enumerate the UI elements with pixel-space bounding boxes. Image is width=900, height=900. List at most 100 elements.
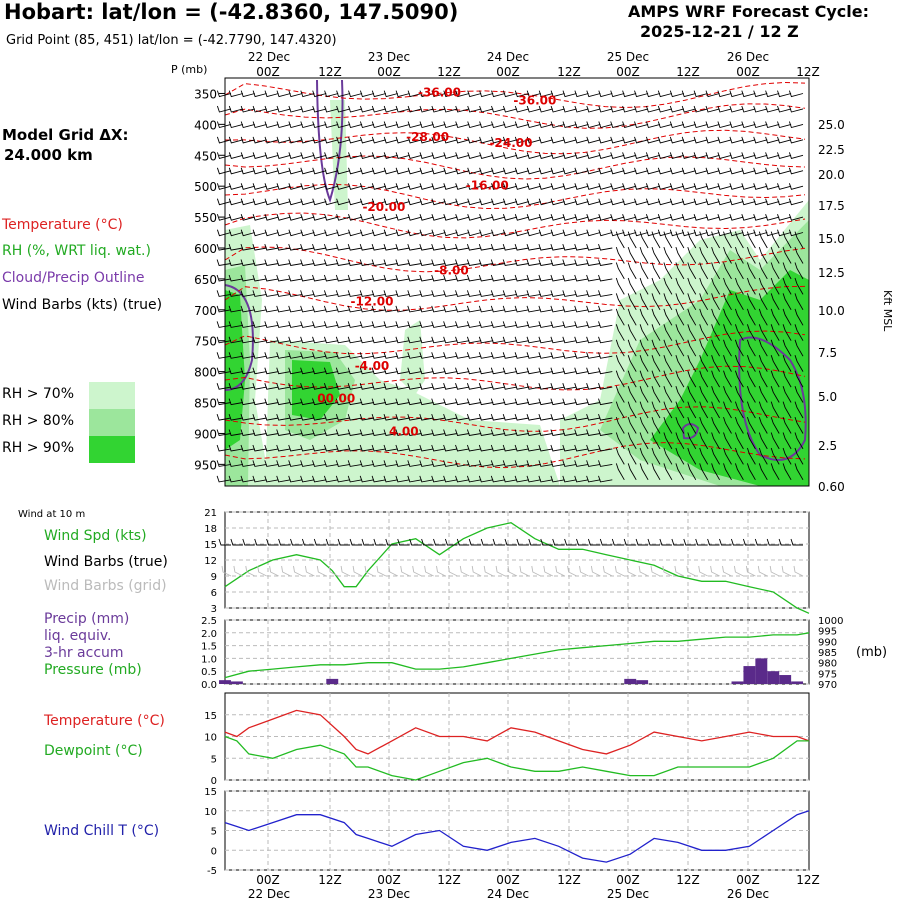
wind-barb xyxy=(675,386,685,403)
wind-barb xyxy=(395,429,410,437)
wind-barb xyxy=(216,136,232,144)
wind-barb xyxy=(538,398,553,406)
wind-barb xyxy=(711,293,720,311)
surface-wind-barb xyxy=(635,538,649,546)
wind-barb xyxy=(252,444,267,452)
wind-barb xyxy=(443,429,458,437)
wind-barb xyxy=(252,290,267,297)
wind-barb xyxy=(228,274,243,282)
wind-barb xyxy=(383,305,398,313)
wind-barb xyxy=(478,336,494,344)
wind-barb xyxy=(252,105,267,113)
wind-barb xyxy=(359,243,375,251)
wind-barb xyxy=(407,183,422,190)
wind-barb xyxy=(312,290,327,297)
wind-barb xyxy=(538,198,553,206)
height-axis-label: Kft MSL xyxy=(881,290,894,332)
wind-barb xyxy=(288,336,303,344)
surface-wind-barb xyxy=(516,538,529,546)
surface-wind-barb xyxy=(707,538,720,546)
wind-barb xyxy=(490,444,506,452)
wind-barb xyxy=(574,429,589,437)
wind-barb xyxy=(574,243,589,251)
wind-barb xyxy=(550,413,565,421)
wind-barb xyxy=(526,198,541,206)
wind-barb xyxy=(288,136,303,144)
wind-barb xyxy=(782,447,792,465)
wind-barb xyxy=(699,308,709,326)
wind-barb xyxy=(663,416,673,434)
wind-barb xyxy=(491,105,506,113)
wind-barb xyxy=(395,90,410,98)
wind-barb xyxy=(574,105,589,113)
wind-barb xyxy=(323,444,339,452)
wind-barb xyxy=(240,398,255,406)
wind-barb xyxy=(526,121,541,129)
wind-barb xyxy=(639,463,649,481)
top-axis-day-label: 25 Dec xyxy=(607,50,649,64)
wind-barb xyxy=(538,105,553,113)
wind-barb xyxy=(669,167,685,175)
surface-wind-barb xyxy=(409,538,422,546)
wind-barb xyxy=(615,246,625,264)
wind-barb xyxy=(276,290,291,297)
wind-barb xyxy=(758,339,768,357)
wind-barb xyxy=(538,305,553,313)
temperature-contour-label: -28.00 xyxy=(406,130,449,144)
wind-barb xyxy=(574,183,589,190)
wind-barb xyxy=(765,214,780,221)
wind-barb xyxy=(741,121,756,129)
wind-barb xyxy=(770,463,780,481)
surface-wind-barb xyxy=(564,538,577,546)
wind-barb xyxy=(335,243,351,251)
wind-barb xyxy=(216,167,232,175)
wind-barb xyxy=(711,401,720,419)
wind-barb xyxy=(699,262,709,280)
wind-barb xyxy=(622,152,637,159)
wind-barbs-grid-label: Wind Barbs (grid) xyxy=(44,578,167,594)
wind-barb xyxy=(264,136,279,144)
grid-wind-barb xyxy=(328,565,339,577)
wind-barb xyxy=(657,214,673,221)
wind-barb xyxy=(639,246,649,264)
wind-barb xyxy=(395,152,410,159)
wind-barb xyxy=(466,243,482,251)
temperature-contour xyxy=(224,246,806,273)
wind-barb xyxy=(550,398,565,406)
wind-barb xyxy=(526,429,541,437)
wind-barb xyxy=(371,321,386,328)
wind-barb xyxy=(228,383,243,390)
wind-barb xyxy=(335,305,351,313)
wind-barb xyxy=(746,277,756,295)
wind-barb xyxy=(228,367,243,375)
wind-barb xyxy=(526,444,541,452)
wind-barb xyxy=(336,229,351,237)
top-axis-hour-label: 00Z xyxy=(496,65,520,79)
wind-barb xyxy=(323,243,339,251)
wind-barb xyxy=(681,214,696,221)
wind-barb xyxy=(383,121,398,129)
wind-barb xyxy=(753,214,768,221)
temperature-contour xyxy=(224,155,806,180)
wind-barb xyxy=(228,352,243,359)
wind-barb xyxy=(550,367,565,375)
wind-barb xyxy=(734,246,744,264)
wind-barb xyxy=(574,336,589,344)
wind-barb xyxy=(216,259,232,267)
wind-barb xyxy=(323,336,339,344)
wind-barb xyxy=(479,90,494,98)
wind-barb xyxy=(455,214,470,221)
wind-barb xyxy=(598,105,613,113)
surface-wind-barb xyxy=(373,538,386,546)
top-axis-hour-label: 00Z xyxy=(377,65,401,79)
wind-barb xyxy=(746,308,756,326)
wind-barb xyxy=(693,229,708,237)
wind-barb xyxy=(288,383,303,390)
wind-barb xyxy=(455,90,470,98)
wind-barb xyxy=(741,152,756,159)
wind-barb xyxy=(490,290,506,297)
wind-barb xyxy=(443,198,458,206)
wind-barb xyxy=(687,432,697,450)
wind-barb xyxy=(216,305,232,313)
wind-barb xyxy=(264,90,279,98)
